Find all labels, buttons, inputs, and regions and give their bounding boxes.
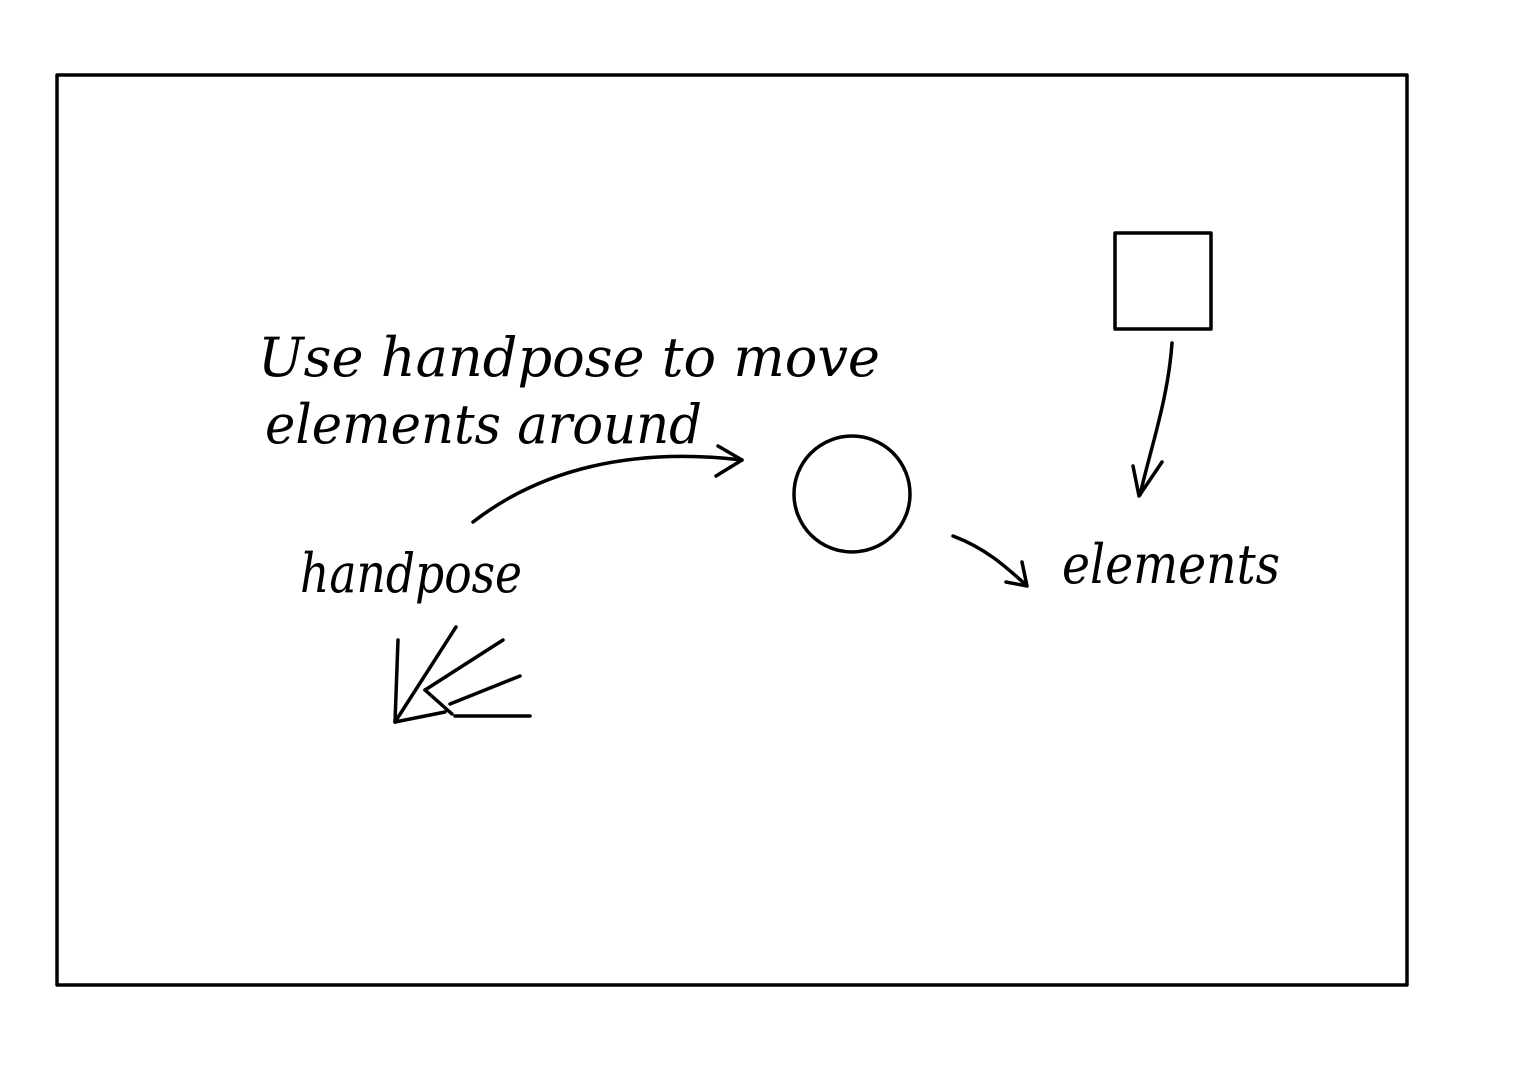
circle-to-elements-arrowhead: [1004, 560, 1029, 588]
handpose-to-circle-arrow: [471, 454, 744, 524]
hand-icon: [393, 625, 532, 724]
square-to-elements-arrow: [1138, 341, 1174, 497]
handpose-to-circle-arrowhead: [714, 444, 744, 478]
elements-label: elements: [1062, 533, 1280, 596]
hand-icon-knuckle: [423, 688, 454, 716]
hand-icon-thumb: [393, 638, 400, 724]
circle-element: [792, 434, 912, 554]
frame-border: [55, 73, 1409, 987]
instruction-line-2: elements around: [265, 393, 702, 456]
instruction-line-1: Use handpose to move: [258, 326, 880, 389]
hand-icon-ring: [448, 674, 522, 706]
handpose-label: handpose: [300, 542, 522, 605]
circle-to-elements-arrow: [951, 534, 1027, 586]
hand-icon-middle: [423, 638, 505, 692]
hand-icon-index: [393, 625, 458, 724]
square-element: [1113, 231, 1213, 331]
hand-icon-palm-base: [393, 710, 447, 724]
square-to-elements-arrowhead: [1131, 460, 1164, 498]
